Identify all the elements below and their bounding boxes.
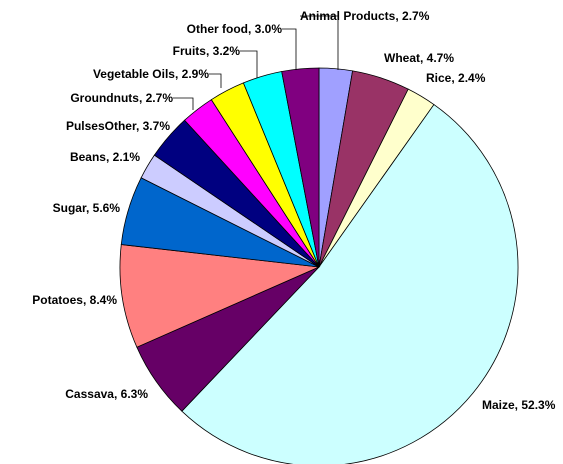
- slice-label-potatoes: Potatoes, 8.4%: [32, 293, 117, 307]
- slice-label-vegetable-oils: Vegetable Oils, 2.9%: [93, 67, 209, 81]
- slice-label-cassava: Cassava, 6.3%: [65, 387, 148, 401]
- leader-line-vegetable-oils: [209, 73, 222, 88]
- leader-line-fruits: [240, 50, 258, 78]
- slice-label-beans: Beans, 2.1%: [70, 150, 140, 164]
- leader-line-animal-products: [300, 15, 339, 70]
- pie-slice-other-food: [281, 67, 320, 268]
- labels-layer: Animal Products, 2.7% Wheat, 4.7% Rice, 2.…: [32, 9, 555, 412]
- slice-label-pulsesother: PulsesOther, 3.7%: [66, 119, 170, 133]
- slice-label-other-food: Other food, 3.0%: [187, 22, 283, 36]
- slice-label-maize: Maize, 52.3%: [482, 398, 556, 412]
- slice-label-rice: Rice, 2.4%: [426, 71, 486, 85]
- leader-line-other-food: [282, 28, 297, 70]
- pie-slice-potatoes: [119, 244, 321, 348]
- slices-layer: [119, 67, 519, 464]
- slice-label-fruits: Fruits, 3.2%: [173, 44, 241, 58]
- leader-line-groundnuts: [173, 97, 194, 110]
- slice-label-animal-products: Animal Products, 2.7%: [300, 9, 430, 23]
- leader-lines-layer: [173, 15, 339, 110]
- slice-label-sugar: Sugar, 5.6%: [53, 201, 121, 215]
- pie-slice-maize: [181, 103, 519, 464]
- slice-label-groundnuts: Groundnuts, 2.7%: [70, 91, 173, 105]
- slice-label-wheat: Wheat, 4.7%: [384, 51, 454, 65]
